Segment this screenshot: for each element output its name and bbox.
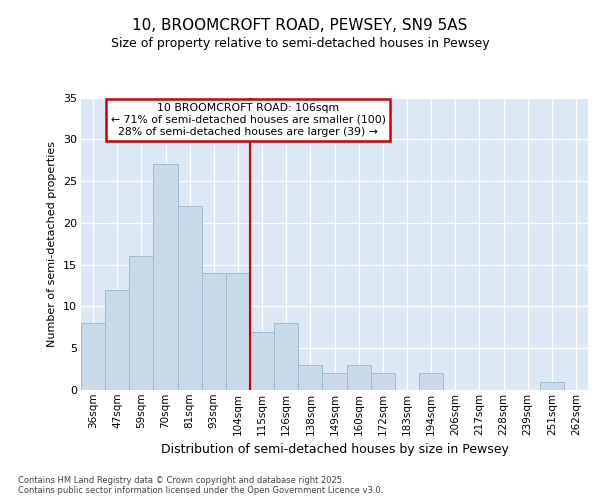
Bar — [371, 374, 395, 390]
Text: Size of property relative to semi-detached houses in Pewsey: Size of property relative to semi-detach… — [110, 38, 490, 51]
Bar — [105, 290, 129, 390]
Bar — [322, 374, 347, 390]
Y-axis label: Number of semi-detached properties: Number of semi-detached properties — [47, 141, 57, 347]
Bar — [347, 365, 371, 390]
X-axis label: Distribution of semi-detached houses by size in Pewsey: Distribution of semi-detached houses by … — [161, 443, 508, 456]
Bar — [154, 164, 178, 390]
Bar — [298, 365, 322, 390]
Bar — [202, 273, 226, 390]
Bar — [178, 206, 202, 390]
Bar — [226, 273, 250, 390]
Bar — [419, 374, 443, 390]
Bar — [540, 382, 564, 390]
Text: 10 BROOMCROFT ROAD: 106sqm
← 71% of semi-detached houses are smaller (100)
28% o: 10 BROOMCROFT ROAD: 106sqm ← 71% of semi… — [111, 104, 386, 136]
Bar — [129, 256, 154, 390]
Text: Contains HM Land Registry data © Crown copyright and database right 2025.
Contai: Contains HM Land Registry data © Crown c… — [18, 476, 383, 495]
Bar — [250, 332, 274, 390]
Text: 10, BROOMCROFT ROAD, PEWSEY, SN9 5AS: 10, BROOMCROFT ROAD, PEWSEY, SN9 5AS — [133, 18, 467, 32]
Bar — [274, 323, 298, 390]
Bar — [81, 323, 105, 390]
